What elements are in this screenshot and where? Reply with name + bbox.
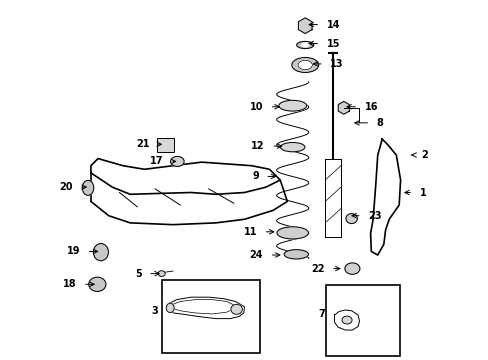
Ellipse shape bbox=[93, 244, 108, 261]
Text: 11: 11 bbox=[243, 227, 257, 237]
Bar bbox=[325, 285, 400, 356]
Text: 20: 20 bbox=[60, 182, 73, 192]
Polygon shape bbox=[298, 18, 311, 33]
Bar bbox=[162, 280, 259, 353]
Text: 4: 4 bbox=[227, 316, 234, 326]
Text: 9: 9 bbox=[251, 171, 258, 181]
Text: 21: 21 bbox=[136, 139, 149, 149]
Text: 5: 5 bbox=[135, 269, 142, 279]
Ellipse shape bbox=[345, 213, 357, 224]
Ellipse shape bbox=[280, 143, 304, 152]
Polygon shape bbox=[338, 102, 348, 114]
Text: 3: 3 bbox=[151, 306, 157, 316]
Ellipse shape bbox=[170, 157, 184, 166]
Text: 1: 1 bbox=[419, 188, 426, 198]
Ellipse shape bbox=[298, 60, 312, 69]
Text: 2: 2 bbox=[421, 150, 427, 160]
Ellipse shape bbox=[276, 227, 308, 239]
Ellipse shape bbox=[284, 249, 308, 259]
Text: 6: 6 bbox=[386, 314, 393, 324]
Ellipse shape bbox=[296, 41, 313, 49]
Ellipse shape bbox=[158, 271, 165, 276]
Ellipse shape bbox=[291, 58, 318, 72]
Text: 7: 7 bbox=[318, 309, 325, 319]
Text: 19: 19 bbox=[66, 247, 80, 256]
Text: 18: 18 bbox=[63, 279, 77, 289]
Text: 16: 16 bbox=[364, 102, 377, 112]
Ellipse shape bbox=[341, 316, 351, 324]
Text: 10: 10 bbox=[249, 102, 263, 112]
Ellipse shape bbox=[88, 277, 106, 292]
Text: 22: 22 bbox=[310, 264, 324, 274]
Ellipse shape bbox=[344, 263, 359, 274]
Ellipse shape bbox=[278, 100, 306, 111]
Ellipse shape bbox=[230, 304, 242, 314]
Ellipse shape bbox=[301, 43, 308, 47]
Text: 12: 12 bbox=[251, 141, 264, 151]
Text: 14: 14 bbox=[326, 19, 340, 30]
FancyBboxPatch shape bbox=[157, 138, 174, 152]
Text: 13: 13 bbox=[329, 59, 343, 69]
Text: 8: 8 bbox=[376, 118, 383, 128]
Ellipse shape bbox=[166, 303, 174, 312]
Text: 15: 15 bbox=[326, 39, 340, 49]
Text: 17: 17 bbox=[150, 157, 163, 166]
Text: 23: 23 bbox=[367, 211, 381, 221]
Ellipse shape bbox=[82, 180, 94, 195]
Text: 24: 24 bbox=[249, 250, 263, 260]
